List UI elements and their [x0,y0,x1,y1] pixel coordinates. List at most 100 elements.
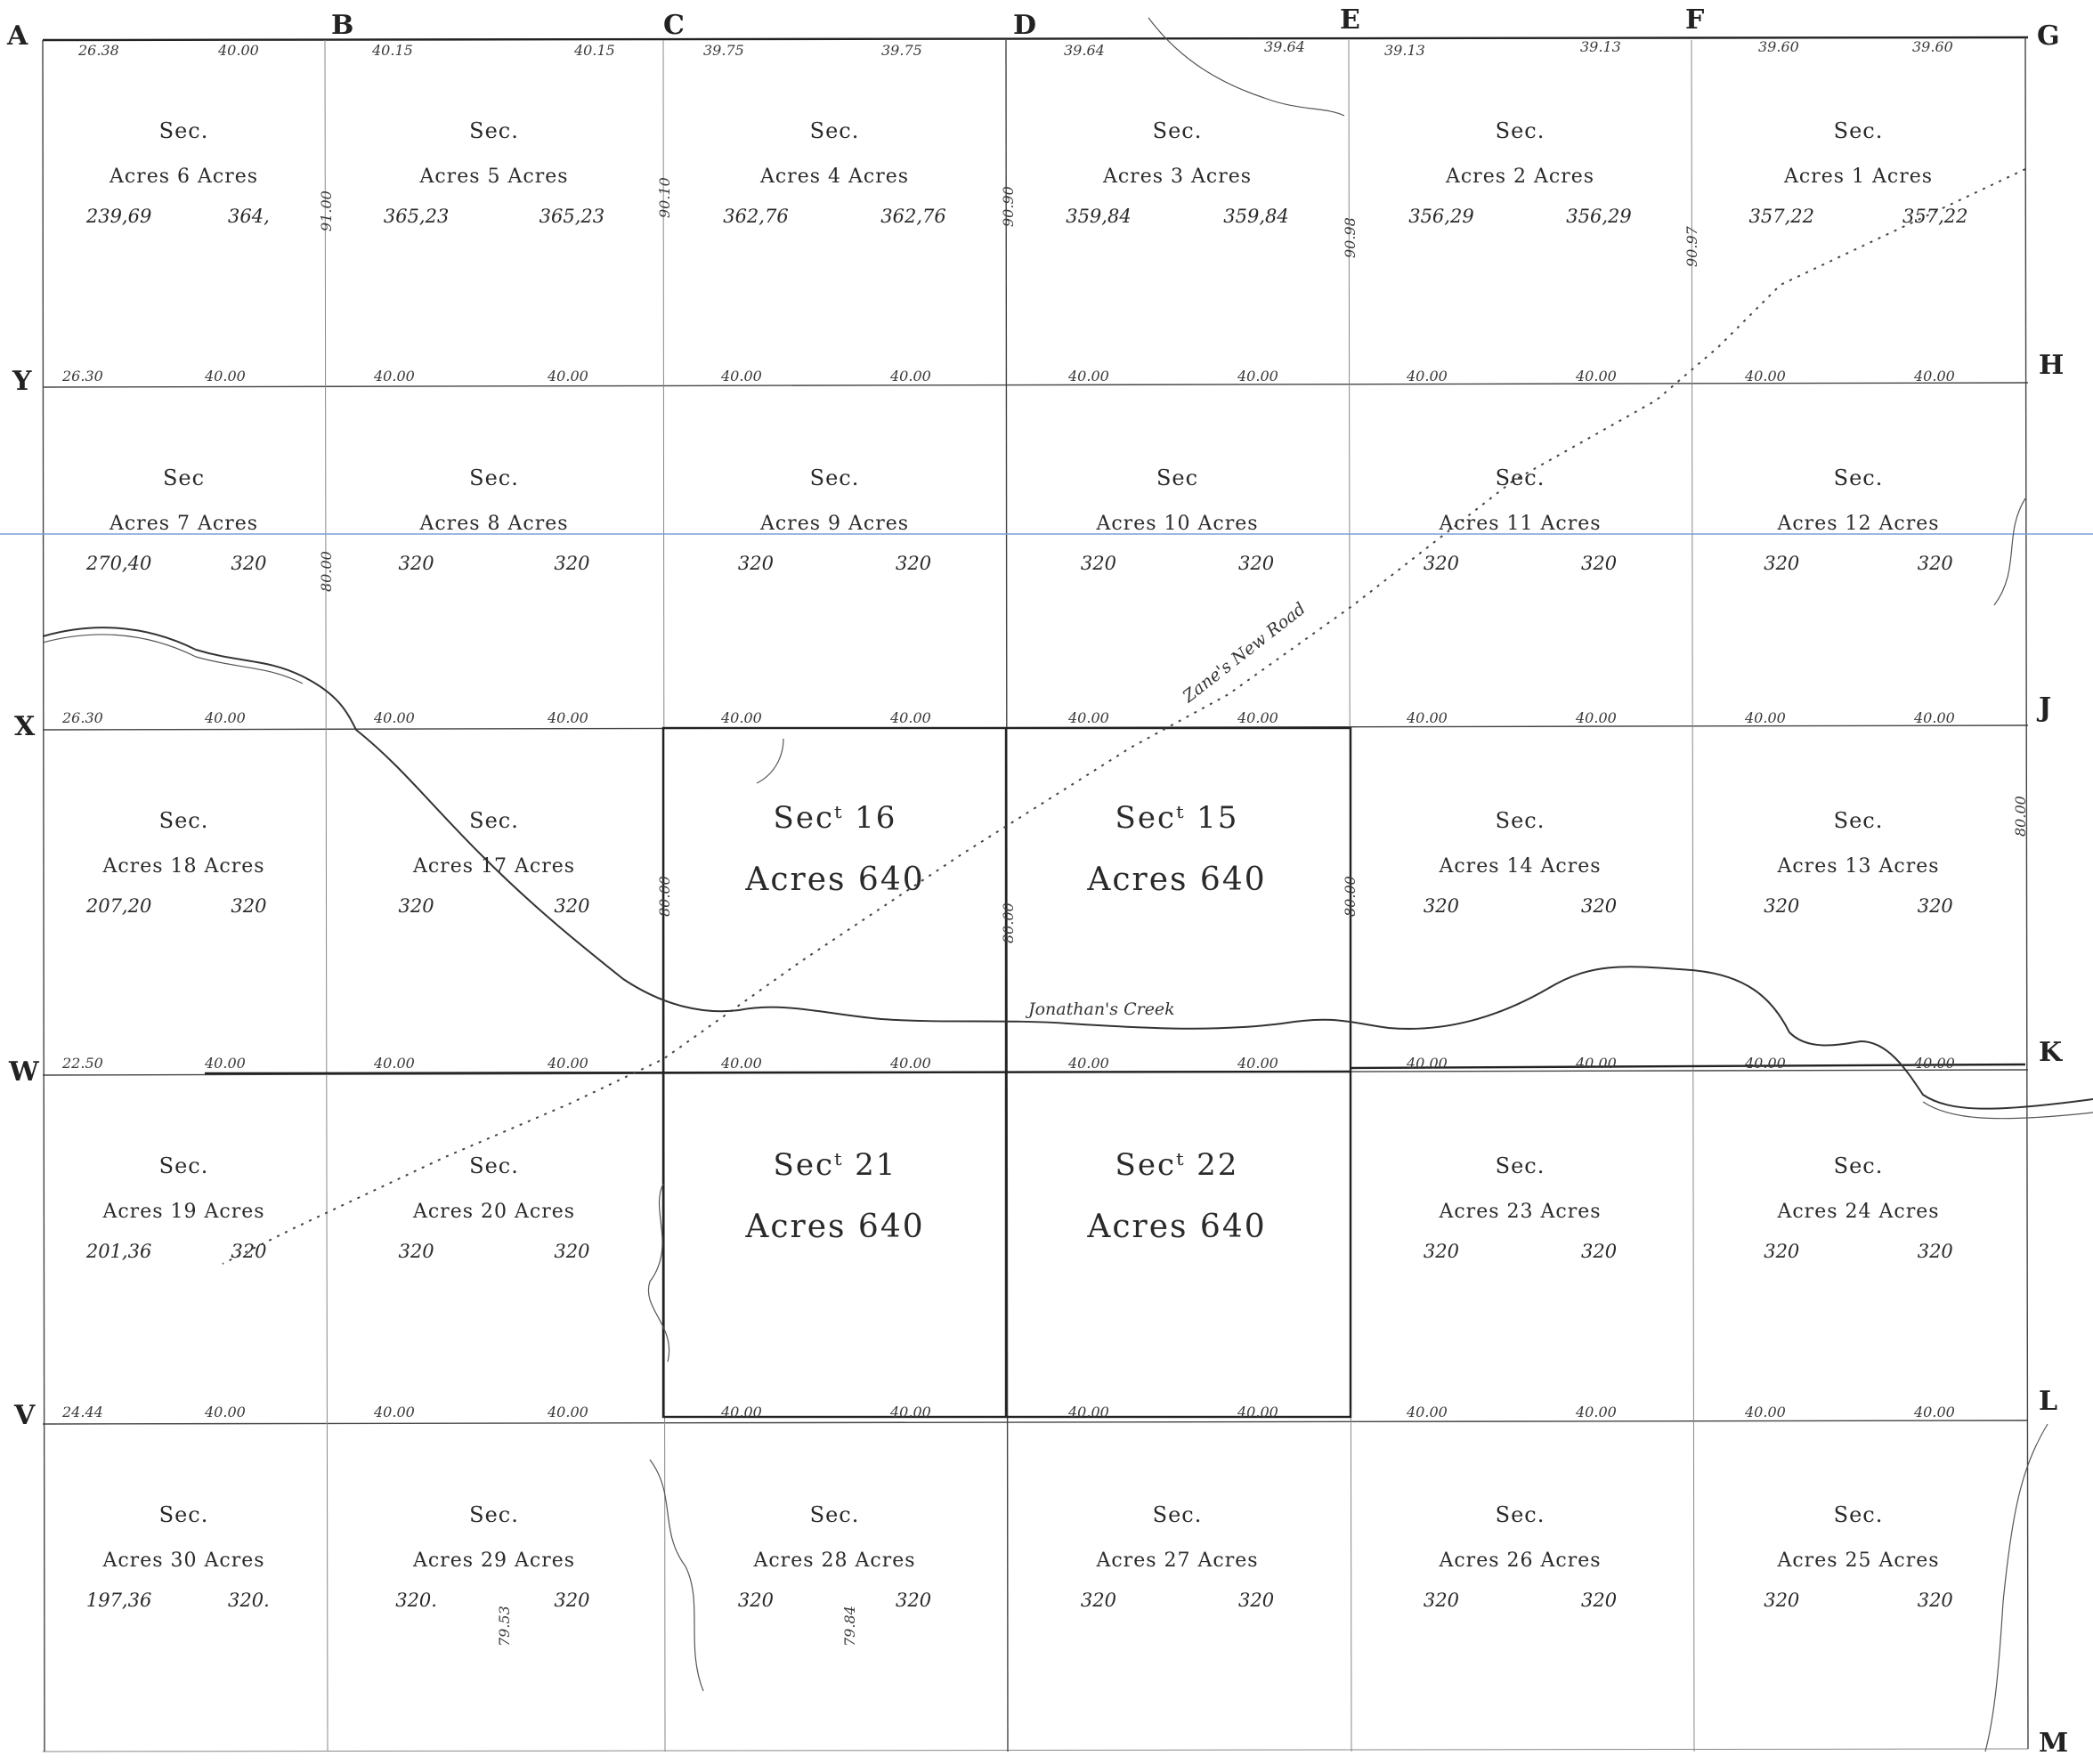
section-acreage-west: 197,36 [86,1590,151,1611]
section-heading: Sec. [1496,118,1545,143]
road-label: Zane's New Road [1179,599,1310,708]
section-acreage-west: 320 [1424,1241,1459,1262]
section-3: Sec. Acres 3 Acres 359,84 359,84 [1066,118,1289,227]
vertical-chain: 90.97 [1683,225,1700,267]
section-acres-label: Acres 5 Acres [418,166,568,188]
big-section-heading: Secᵗ 21 [774,1147,897,1183]
section-acreage-west: 362,76 [723,206,788,227]
big-sections: Secᵗ 16 Acres 640 Secᵗ 15 Acres 640 Secᵗ 21 A… [744,800,1266,1245]
section-acres-label: Acres 2 Acres [1445,166,1594,188]
section-acreage-east: 320 [1918,1590,1953,1611]
section-27: Sec. Acres 27 Acres 320 320 [1081,1502,1274,1611]
section-acreage-east: 320 [554,1590,589,1611]
section-acreage-east: 320 [1238,553,1274,574]
section-29: Sec. Acres 29 Acres 320. 320 [395,1502,589,1611]
row-chain-w: 40.00 [1237,1055,1278,1072]
corner-y: Y [12,366,32,397]
row-chain-x: 26.30 [61,709,103,726]
row-chains: 26.30 40.00 40.00 40.00 40.00 40.00 40.00 40.00… [61,368,1955,1420]
row-chain-v: 40.00 [204,1404,246,1420]
section-acreage-east: 320 [896,553,931,574]
row-chain-v: 40.00 [373,1404,415,1420]
section-acreage-east: 320 [896,1590,931,1611]
section-17: Sec. Acres 17 Acres 320 320 [399,808,590,917]
row-chain-w: 40.00 [1913,1055,1955,1072]
vertical-chain: 79.53 [496,1606,513,1647]
row-chain-x: 40.00 [1744,709,1786,726]
section-acres-label: Acres 27 Acres [1095,1550,1258,1572]
corner-labels: A B C D E F G H J K L M Y X W V [6,4,2068,1759]
top-chain: 39.64 [1264,38,1305,55]
section-heading: Sec. [810,1502,860,1527]
vertical-chain: 90.98 [1342,217,1359,258]
corner-j: J [2036,692,2051,724]
section-2: Sec. Acres 2 Acres 356,29 356,29 [1408,118,1632,227]
section-acres-label: Acres 4 Acres [759,166,909,188]
section-heading: Sec. [810,118,860,143]
section-acres-label: Acres 8 Acres [418,513,568,535]
section-acreage-east: 320 [554,895,589,917]
row-chain-v: 40.00 [1237,1404,1278,1420]
row-chain-x: 40.00 [547,709,588,726]
row-chain-v: 40.00 [889,1404,931,1420]
big-section-acres: Acres 640 [1086,862,1266,898]
section-acreage-west: 320 [1764,1590,1799,1611]
row-chain-x: 40.00 [1913,709,1955,726]
top-chain: 39.75 [703,42,744,59]
section-acreage-east: 320 [1581,895,1617,917]
row-chain-v: 40.00 [1067,1404,1109,1420]
corner-w: W [8,1056,40,1088]
section-22: Secᵗ 22 Acres 640 [1086,1147,1264,1245]
section-acres-label: Acres 7 Acres [109,513,258,535]
section-24: Sec. Acres 24 Acres 320 320 [1764,1153,1953,1262]
section-acreage-west: 320 [1424,553,1459,574]
row-chain-x: 40.00 [1406,709,1448,726]
section-acreage-east: 320 [1581,1590,1617,1611]
section-10: Sec Acres 10 Acres 320 320 [1081,465,1274,574]
row-chain-v: 40.00 [547,1404,588,1420]
section-heading: Sec. [159,808,209,833]
section-28: Sec. Acres 28 Acres 320 320 [738,1502,931,1611]
section-acreage-east: 320 [1918,895,1953,917]
section-acreage-east: 320 [1918,1241,1953,1262]
row-chain-y: 40.00 [1575,368,1617,384]
big-section-acres: Acres 640 [744,1209,924,1245]
section-heading: Sec. [469,465,519,490]
section-14: Sec. Acres 14 Acres 320 320 [1424,808,1617,917]
section-acres-label: Acres 10 Acres [1095,513,1258,535]
row-chain-x: 40.00 [1575,709,1617,726]
section-12: Sec. Acres 12 Acres 320 320 [1764,465,1953,574]
vertical-chain: 80.00 [656,876,673,917]
section-heading: Sec. [810,465,860,490]
row-chain-w: 40.00 [547,1055,588,1072]
corner-e: E [1340,4,1360,36]
section-acreage-east: 320 [1238,1590,1274,1611]
section-acres-label: Acres 3 Acres [1102,166,1252,188]
section-acreage-east: 364, [228,206,270,227]
section-heading: Sec. [1834,118,1884,143]
row-chain-w: 40.00 [1067,1055,1109,1072]
row-chain-v: 40.00 [1406,1404,1448,1420]
top-chains: 26.38 40.00 40.15 40.15 39.75 39.75 39.6… [77,38,1953,59]
vertical-chain: 90.90 [1000,186,1017,227]
section-heading: Sec. [1496,808,1545,833]
section-heading: Sec. [1834,465,1884,490]
section-acreage-east: 362,76 [880,206,945,227]
row-chain-v: 40.00 [720,1404,762,1420]
corner-f: F [1685,4,1704,36]
section-13: Sec. Acres 13 Acres 320 320 [1764,808,1953,917]
section-6: Sec. Acres 6 Acres 239,69 364, [85,118,270,227]
section-1: Sec. Acres 1 Acres 357,22 357,22 [1749,118,1968,227]
vertical-chains: 91.00 90.10 90.90 90.98 90.97 80.00 80.0… [318,177,2029,1647]
big-section-heading: Secᵗ 15 [1115,800,1239,836]
top-chain: 39.13 [1580,38,1621,55]
section-21: Secᵗ 21 Acres 640 [744,1147,924,1245]
top-chain: 40.00 [217,42,259,59]
section-20: Sec. Acres 20 Acres 320 320 [399,1153,590,1262]
section-acreage-east: 320 [1918,553,1953,574]
section-acreage-west: 359,84 [1066,206,1131,227]
row-chain-y: 40.00 [1237,368,1278,384]
section-heading: Sec. [159,118,209,143]
section-acreage-east: 356,29 [1566,206,1631,227]
